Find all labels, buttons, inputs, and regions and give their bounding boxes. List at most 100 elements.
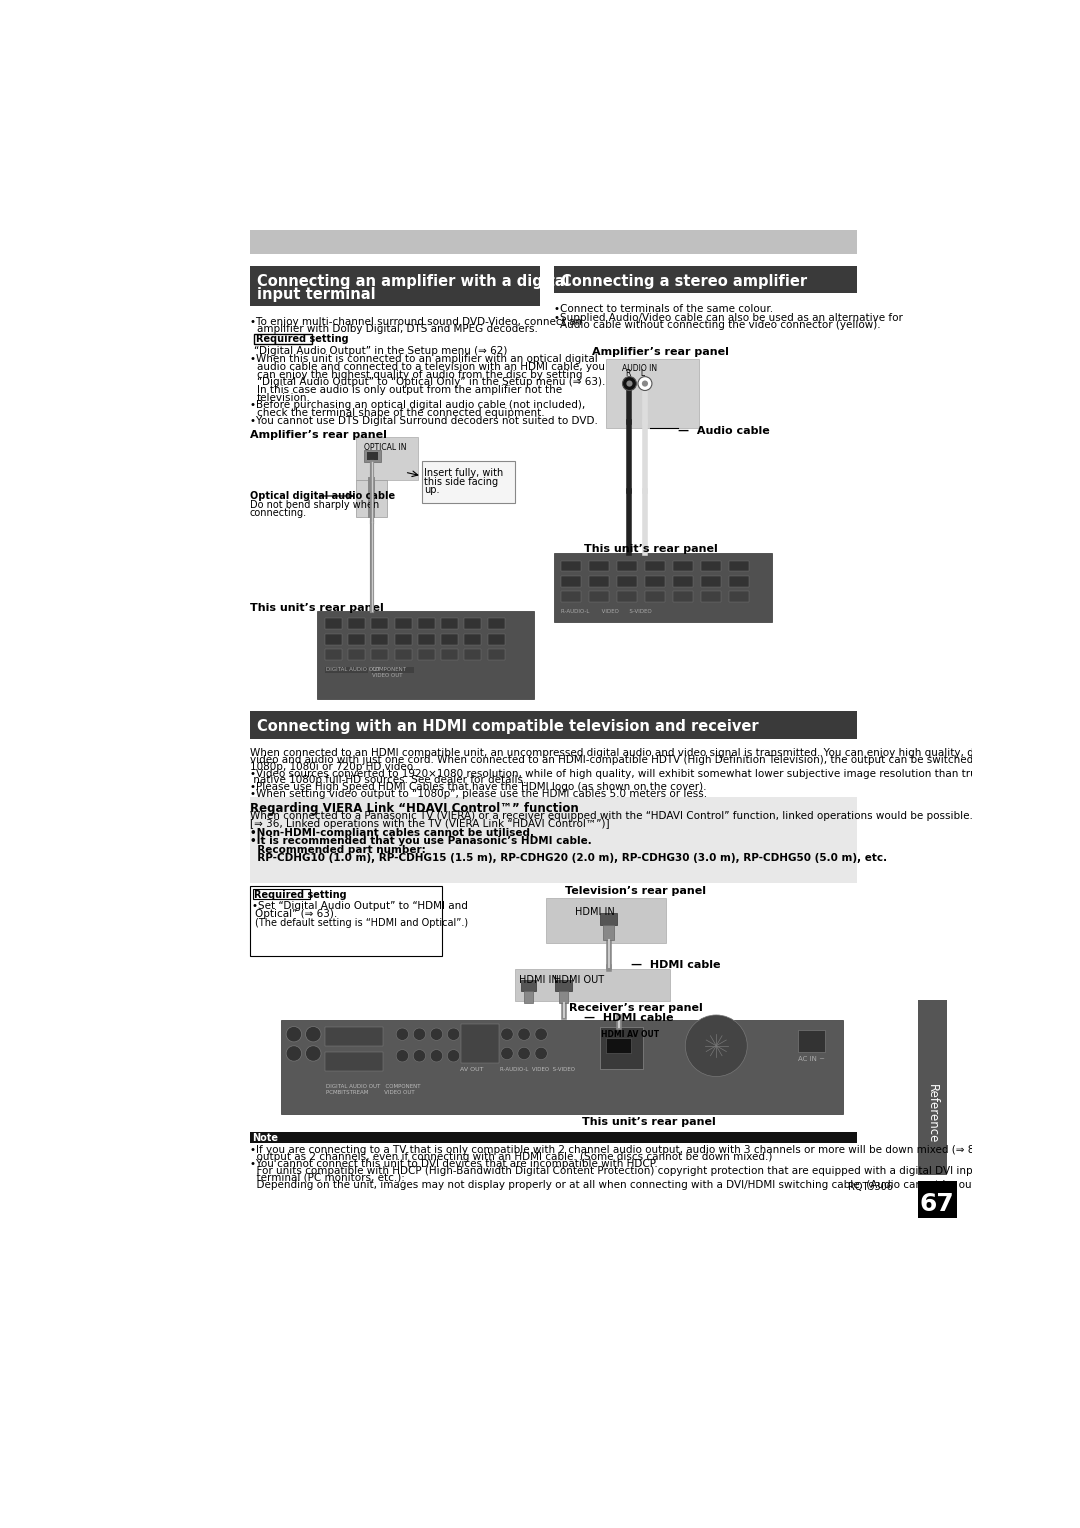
Circle shape bbox=[414, 1028, 426, 1041]
Circle shape bbox=[642, 380, 648, 387]
Text: check the terminal shape of the connected equipment.: check the terminal shape of the connecte… bbox=[257, 408, 544, 419]
Bar bbox=[673, 591, 693, 602]
Bar bbox=[422, 460, 515, 503]
Text: •If you are connecting to a TV that is only compatible with 2 channel audio outp: •If you are connecting to a TV that is o… bbox=[249, 1144, 1008, 1155]
Bar bbox=[590, 561, 609, 571]
Bar bbox=[325, 634, 342, 645]
Text: OPTICAL IN: OPTICAL IN bbox=[364, 443, 407, 452]
Text: —  HDMI cable: — HDMI cable bbox=[631, 960, 720, 970]
Bar bbox=[372, 649, 389, 660]
Bar bbox=[418, 619, 435, 630]
Text: Connecting with an HDMI compatible television and receiver: Connecting with an HDMI compatible telev… bbox=[257, 718, 758, 733]
Text: •Please use High Speed HDMI Cables that have the HDMI logo (as shown on the cove: •Please use High Speed HDMI Cables that … bbox=[249, 782, 706, 793]
Text: COMPONENT: COMPONENT bbox=[373, 666, 407, 672]
Text: PCMBITSTREAM         VIDEO OUT: PCMBITSTREAM VIDEO OUT bbox=[326, 1089, 415, 1094]
Bar bbox=[418, 649, 435, 660]
Bar bbox=[488, 649, 504, 660]
Bar bbox=[590, 591, 609, 602]
Text: Reference: Reference bbox=[926, 1085, 939, 1143]
Bar bbox=[701, 591, 721, 602]
Bar bbox=[394, 634, 411, 645]
Bar bbox=[325, 666, 367, 672]
Bar bbox=[372, 666, 414, 672]
Text: native 1080p full-HD sources. See dealer for details.: native 1080p full-HD sources. See dealer… bbox=[249, 776, 526, 785]
Bar bbox=[394, 649, 411, 660]
Bar bbox=[372, 619, 389, 630]
Bar bbox=[441, 634, 458, 645]
Text: HDMI AV OUT: HDMI AV OUT bbox=[600, 1030, 659, 1039]
Text: R-AUDIO-L  VIDEO  S-VIDEO: R-AUDIO-L VIDEO S-VIDEO bbox=[500, 1068, 575, 1073]
Bar bbox=[281, 1019, 843, 1114]
Circle shape bbox=[430, 1050, 443, 1062]
Bar bbox=[600, 1027, 643, 1070]
Text: •You cannot use DTS Digital Surround decoders not suited to DVD.: •You cannot use DTS Digital Surround dec… bbox=[249, 416, 597, 426]
Bar bbox=[488, 619, 504, 630]
Bar bbox=[798, 1030, 825, 1051]
Text: AC IN ~: AC IN ~ bbox=[798, 1056, 825, 1062]
Bar bbox=[325, 1027, 383, 1045]
Circle shape bbox=[396, 1028, 408, 1041]
Bar bbox=[554, 553, 772, 622]
Text: VIDEO OUT: VIDEO OUT bbox=[373, 672, 403, 678]
Bar bbox=[464, 619, 482, 630]
Text: Note: Note bbox=[252, 1132, 278, 1143]
Text: •It is recommended that you use Panasonic’s HDMI cable.: •It is recommended that you use Panasoni… bbox=[249, 836, 592, 847]
Text: up.: up. bbox=[424, 486, 440, 495]
Bar bbox=[255, 333, 312, 344]
Bar bbox=[318, 611, 535, 700]
Text: 1080p, 1080i or 720p HD video.: 1080p, 1080i or 720p HD video. bbox=[249, 761, 416, 772]
Bar bbox=[488, 634, 504, 645]
Text: Required setting: Required setting bbox=[256, 335, 349, 344]
Text: This unit’s rear panel: This unit’s rear panel bbox=[584, 544, 718, 553]
Text: R-AUDIO-L       VIDEO      S-VIDEO: R-AUDIO-L VIDEO S-VIDEO bbox=[562, 610, 652, 614]
Text: Required setting: Required setting bbox=[255, 891, 347, 900]
Circle shape bbox=[447, 1050, 460, 1062]
Text: [⇒ 36, Linked operations with the TV (VIERA Link “HDAVI Control™”)]: [⇒ 36, Linked operations with the TV (VI… bbox=[249, 819, 609, 828]
Bar bbox=[555, 981, 572, 992]
Bar bbox=[441, 649, 458, 660]
Text: RQT9306: RQT9306 bbox=[848, 1183, 893, 1192]
Bar bbox=[562, 591, 581, 602]
Bar bbox=[617, 591, 637, 602]
Text: Receiver’s rear panel: Receiver’s rear panel bbox=[569, 1004, 703, 1013]
Bar bbox=[645, 576, 665, 587]
Text: television.: television. bbox=[257, 393, 311, 403]
Bar bbox=[673, 576, 693, 587]
Text: RP-CDHG10 (1.0 m), RP-CDHG15 (1.5 m), RP-CDHG20 (2.0 m), RP-CDHG30 (3.0 m), RP-C: RP-CDHG10 (1.0 m), RP-CDHG15 (1.5 m), RP… bbox=[249, 853, 887, 863]
Text: •Before purchasing an optical digital audio cable (not included),: •Before purchasing an optical digital au… bbox=[249, 400, 585, 411]
Circle shape bbox=[286, 1045, 301, 1060]
Text: Amplifier’s rear panel: Amplifier’s rear panel bbox=[249, 429, 387, 440]
Bar bbox=[562, 561, 581, 571]
Circle shape bbox=[517, 1028, 530, 1041]
Bar bbox=[729, 576, 748, 587]
Text: Optical digital audio cable: Optical digital audio cable bbox=[249, 492, 395, 501]
Bar bbox=[249, 1132, 858, 1143]
Text: DIGITAL AUDIO OUT   COMPONENT: DIGITAL AUDIO OUT COMPONENT bbox=[326, 1085, 421, 1089]
Text: AUDIO IN: AUDIO IN bbox=[622, 364, 657, 373]
Text: Optical” (⇒ 63).: Optical” (⇒ 63). bbox=[255, 909, 337, 920]
Text: In this case audio is only output from the amplifier not the: In this case audio is only output from t… bbox=[257, 385, 562, 396]
Text: video and audio with just one cord. When connected to an HDMI-compatible HDTV (H: video and audio with just one cord. When… bbox=[249, 755, 987, 764]
Text: Recommended part number:: Recommended part number: bbox=[249, 845, 426, 854]
Text: Television’s rear panel: Television’s rear panel bbox=[565, 886, 706, 897]
Bar bbox=[617, 576, 637, 587]
Bar bbox=[249, 886, 442, 955]
Bar bbox=[918, 1181, 957, 1218]
Circle shape bbox=[501, 1047, 513, 1059]
Bar bbox=[394, 619, 411, 630]
Circle shape bbox=[517, 1047, 530, 1059]
Text: HDMI IN: HDMI IN bbox=[576, 908, 615, 917]
Text: —  HDMI cable: — HDMI cable bbox=[584, 1013, 674, 1022]
Circle shape bbox=[626, 380, 633, 387]
Bar bbox=[464, 649, 482, 660]
Bar bbox=[348, 649, 365, 660]
Text: Audio cable without connecting the video connector (yellow).: Audio cable without connecting the video… bbox=[561, 321, 881, 330]
Circle shape bbox=[306, 1045, 321, 1060]
Bar bbox=[249, 711, 858, 738]
Bar bbox=[600, 912, 617, 924]
Bar bbox=[356, 437, 418, 480]
Bar bbox=[356, 480, 387, 516]
Circle shape bbox=[306, 1027, 321, 1042]
Bar bbox=[325, 1051, 383, 1071]
Circle shape bbox=[535, 1028, 548, 1041]
